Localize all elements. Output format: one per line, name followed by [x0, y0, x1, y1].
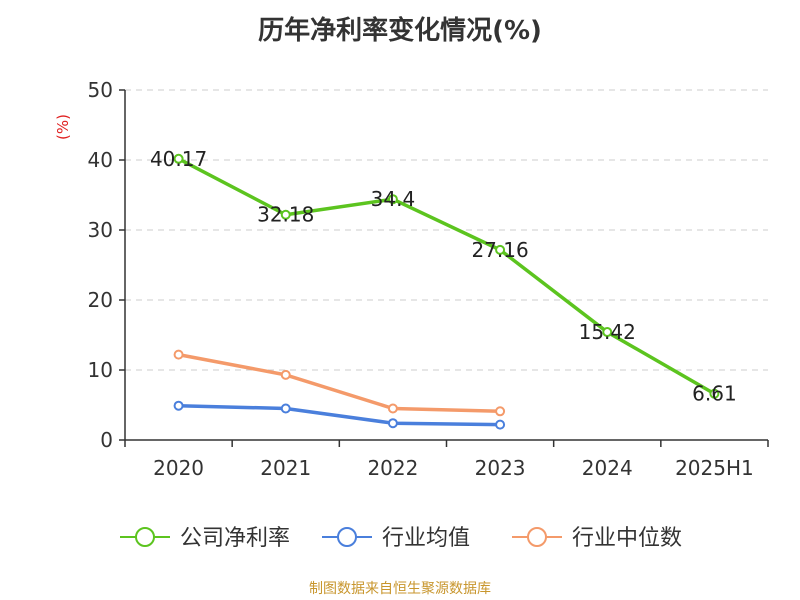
legend-marker [135, 527, 155, 547]
y-tick-label: 20 [88, 288, 113, 312]
chart-title: 历年净利率变化情况(%) [258, 16, 542, 46]
data-point [280, 209, 291, 220]
series-line [178, 403, 501, 427]
legend-label: 行业中位数 [572, 526, 682, 551]
data-point [173, 400, 184, 411]
y-tick-label: 30 [88, 218, 113, 242]
data-label: 6.61 [692, 382, 737, 406]
x-tick-label: 2023 [475, 456, 526, 480]
legend-label: 行业均值 [382, 526, 470, 551]
data-point [173, 349, 184, 360]
data-label: 40.17 [150, 147, 207, 171]
y-tick-label: 10 [88, 358, 113, 382]
y-axis-label: (%) [54, 114, 72, 140]
x-tick-label: 2021 [260, 456, 311, 480]
data-point [387, 194, 398, 205]
x-tick-label: 2024 [582, 456, 633, 480]
data-label: 34.4 [371, 187, 416, 211]
data-point [602, 327, 613, 338]
x-tick-label: 2022 [367, 456, 418, 480]
y-tick-label: 40 [88, 148, 113, 172]
data-label: 15.42 [579, 320, 636, 344]
data-point [495, 244, 506, 255]
y-tick-label: 0 [100, 428, 113, 452]
data-source: 制图数据来自恒生聚源数据库 [309, 581, 491, 597]
data-point [495, 419, 506, 430]
y-tick-label: 50 [88, 78, 113, 102]
series-line [178, 352, 501, 414]
data-point [280, 403, 291, 414]
data-label: 27.16 [471, 238, 528, 262]
data-label: 32.18 [257, 203, 314, 227]
data-point [709, 388, 720, 399]
legend-marker [527, 527, 547, 547]
data-point [495, 406, 506, 417]
data-point [280, 369, 291, 380]
x-tick-label: 2025H1 [675, 456, 754, 480]
data-point [173, 153, 184, 164]
legend-marker [337, 527, 357, 547]
legend-label: 公司净利率 [180, 526, 290, 551]
data-point [387, 418, 398, 429]
x-tick-label: 2020 [153, 456, 204, 480]
series-line [177, 157, 716, 396]
data-point [387, 403, 398, 414]
